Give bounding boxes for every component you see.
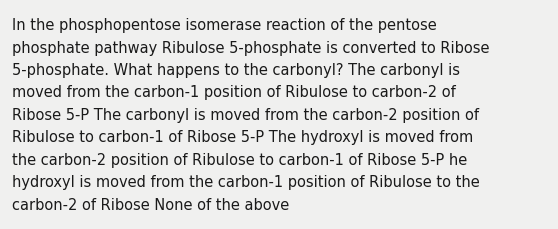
Text: moved from the carbon-1 position of Ribulose to carbon-2 of: moved from the carbon-1 position of Ribu…	[12, 85, 456, 100]
Text: the carbon-2 position of Ribulose to carbon-1 of Ribose 5-P he: the carbon-2 position of Ribulose to car…	[12, 152, 467, 167]
Text: Ribose 5-P The carbonyl is moved from the carbon-2 position of: Ribose 5-P The carbonyl is moved from th…	[12, 108, 479, 123]
Text: carbon-2 of Ribose None of the above: carbon-2 of Ribose None of the above	[12, 197, 289, 212]
Text: hydroxyl is moved from the carbon-1 position of Ribulose to the: hydroxyl is moved from the carbon-1 posi…	[12, 175, 480, 190]
Text: In the phosphopentose isomerase reaction of the pentose: In the phosphopentose isomerase reaction…	[12, 18, 437, 33]
Text: phosphate pathway Ribulose 5-phosphate is converted to Ribose: phosphate pathway Ribulose 5-phosphate i…	[12, 40, 489, 55]
Text: 5-phosphate. What happens to the carbonyl? The carbonyl is: 5-phosphate. What happens to the carbony…	[12, 63, 460, 78]
Text: Ribulose to carbon-1 of Ribose 5-P The hydroxyl is moved from: Ribulose to carbon-1 of Ribose 5-P The h…	[12, 130, 473, 145]
